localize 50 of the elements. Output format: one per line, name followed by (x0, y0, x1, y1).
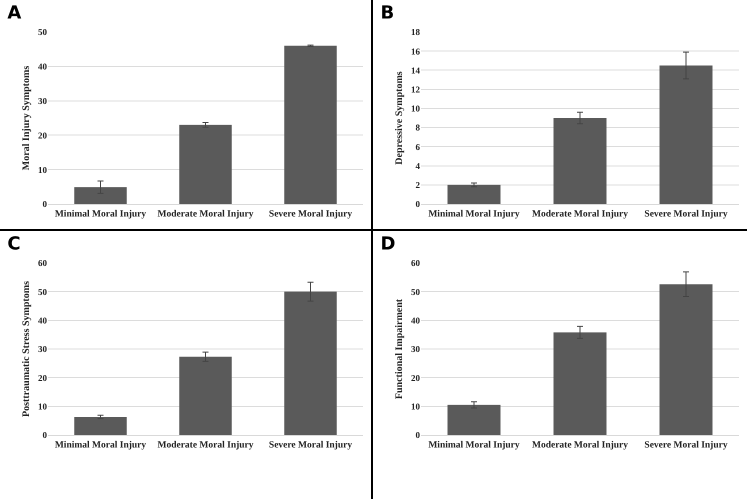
y-tick-label: 50 (38, 286, 48, 297)
y-tick-label: 18 (411, 27, 420, 38)
y-tick-label: 40 (38, 315, 48, 326)
chart-title: A (7, 2, 22, 24)
chart-title: B (380, 2, 394, 24)
y-tick-label: 16 (411, 46, 420, 56)
y-tick-label: 40 (411, 315, 420, 326)
y-tick-label: 60 (411, 258, 420, 268)
y-tick-label: 10 (411, 104, 420, 114)
x-tick-label: Minimal Moral Injury (428, 440, 520, 450)
y-axis-title: Functional Impairment (394, 298, 405, 400)
y-tick-label: 10 (411, 401, 420, 412)
y-tick-label: 14 (411, 65, 420, 76)
y-tick-label: 10 (38, 164, 48, 175)
x-tick-label: Severe Moral Injury (644, 209, 728, 220)
y-tick-label: 0 (416, 199, 420, 210)
x-tick-label: Minimal Moral Injury (428, 209, 520, 220)
y-tick-label: 20 (411, 372, 420, 383)
x-tick-label: Moderate Moral Injury (157, 209, 254, 220)
chart-title: C (7, 234, 21, 255)
y-tick-label: 6 (416, 142, 420, 152)
y-tick-label: 60 (38, 258, 48, 268)
x-tick-label: Moderate Moral Injury (532, 440, 628, 450)
x-tick-label: Moderate Moral Injury (157, 440, 254, 450)
y-tick-label: 0 (42, 430, 48, 440)
y-tick-label: 40 (38, 62, 48, 72)
y-tick-label: 20 (38, 130, 48, 140)
y-axis-title: Moral Injury Symptoms (21, 66, 32, 170)
y-tick-label: 20 (38, 372, 48, 383)
y-tick-label: 50 (38, 27, 48, 38)
y-tick-label: 10 (38, 401, 48, 412)
y-tick-label: 30 (38, 96, 48, 106)
y-tick-label: 0 (416, 430, 420, 440)
y-axis-title: Posttraumatic Stress Symptoms (21, 280, 32, 417)
x-tick-label: Severe Moral Injury (268, 209, 352, 220)
y-tick-label: 12 (411, 84, 420, 94)
x-tick-label: Severe Moral Injury (644, 440, 728, 450)
chart-title: D (380, 234, 396, 255)
y-tick-label: 2 (416, 180, 420, 190)
x-tick-label: Minimal Moral Injury (54, 209, 146, 220)
y-tick-label: 50 (411, 286, 420, 297)
y-tick-label: 0 (42, 199, 48, 210)
y-tick-label: 4 (416, 160, 420, 171)
y-axis-title: Depressive Symptoms (394, 71, 405, 165)
y-tick-label: 30 (38, 344, 48, 354)
x-tick-label: Severe Moral Injury (268, 440, 352, 450)
x-tick-label: Minimal Moral Injury (54, 440, 146, 450)
y-tick-label: 30 (411, 344, 420, 354)
x-tick-label: Moderate Moral Injury (532, 209, 628, 220)
y-tick-label: 8 (416, 122, 420, 133)
